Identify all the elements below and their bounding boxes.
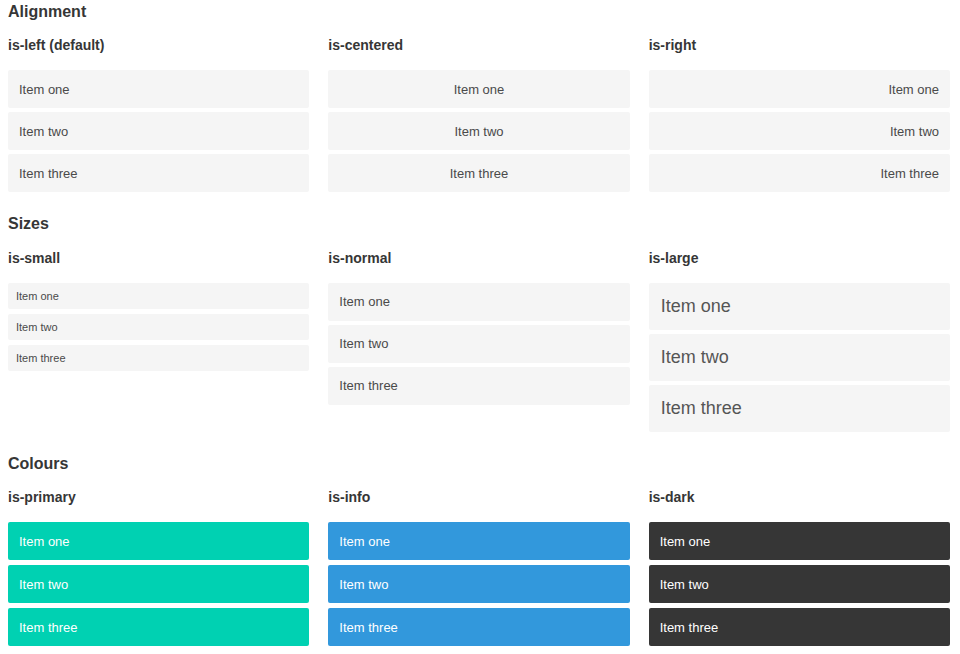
list-item[interactable]: Item two: [8, 314, 309, 340]
list-item[interactable]: Item two: [328, 325, 629, 363]
list-is-dark: Item one Item two Item three: [649, 522, 950, 646]
list-item[interactable]: Item three: [649, 385, 950, 432]
list-item[interactable]: Item two: [649, 565, 950, 603]
list-item[interactable]: Item three: [649, 154, 950, 192]
demo-column-is-small: is-small Item one Item two Item three: [8, 250, 309, 371]
list-item[interactable]: Item one: [8, 70, 309, 108]
list-item[interactable]: Item three: [8, 345, 309, 371]
section-sizes: Sizes is-small Item one Item two Item th…: [8, 215, 950, 431]
list-is-right: Item one Item two Item three: [649, 70, 950, 192]
section-title: Colours: [8, 455, 950, 473]
demo-column-is-dark: is-dark Item one Item two Item three: [649, 489, 950, 646]
column-heading: is-primary: [8, 489, 309, 505]
demo-column-is-left: is-left (default) Item one Item two Item…: [8, 37, 309, 192]
list-item[interactable]: Item two: [8, 565, 309, 603]
column-heading: is-centered: [328, 37, 629, 53]
column-heading: is-large: [649, 250, 950, 266]
section-colours: Colours is-primary Item one Item two Ite…: [8, 455, 950, 646]
list-item[interactable]: Item one: [649, 522, 950, 560]
columns-row: is-left (default) Item one Item two Item…: [8, 37, 950, 192]
section-alignment: Alignment is-left (default) Item one Ite…: [8, 3, 950, 192]
list-item[interactable]: Item one: [328, 70, 629, 108]
list-item[interactable]: Item one: [8, 522, 309, 560]
list-item[interactable]: Item two: [328, 565, 629, 603]
list-item[interactable]: Item one: [328, 522, 629, 560]
list-item[interactable]: Item two: [8, 112, 309, 150]
list-item[interactable]: Item one: [8, 283, 309, 309]
list-item[interactable]: Item three: [328, 367, 629, 405]
list-is-small: Item one Item two Item three: [8, 283, 309, 371]
demo-column-is-centered: is-centered Item one Item two Item three: [328, 37, 629, 192]
column-heading: is-dark: [649, 489, 950, 505]
list-item[interactable]: Item two: [649, 112, 950, 150]
column-heading: is-small: [8, 250, 309, 266]
demo-column-is-normal: is-normal Item one Item two Item three: [328, 250, 629, 405]
column-heading: is-normal: [328, 250, 629, 266]
columns-row: is-primary Item one Item two Item three …: [8, 489, 950, 646]
column-heading: is-right: [649, 37, 950, 53]
column-heading: is-left (default): [8, 37, 309, 53]
list-item[interactable]: Item three: [8, 608, 309, 646]
demo-column-is-large: is-large Item one Item two Item three: [649, 250, 950, 432]
columns-row: is-small Item one Item two Item three is…: [8, 250, 950, 432]
list-item[interactable]: Item two: [328, 112, 629, 150]
component-demo-page: Alignment is-left (default) Item one Ite…: [0, 0, 960, 654]
list-is-centered: Item one Item two Item three: [328, 70, 629, 192]
section-title: Sizes: [8, 215, 950, 233]
column-heading: is-info: [328, 489, 629, 505]
list-is-info: Item one Item two Item three: [328, 522, 629, 646]
list-is-left: Item one Item two Item three: [8, 70, 309, 192]
list-item[interactable]: Item one: [649, 70, 950, 108]
list-item[interactable]: Item three: [328, 154, 629, 192]
list-item[interactable]: Item three: [649, 608, 950, 646]
list-item[interactable]: Item three: [8, 154, 309, 192]
list-item[interactable]: Item one: [328, 283, 629, 321]
demo-column-is-right: is-right Item one Item two Item three: [649, 37, 950, 192]
section-title: Alignment: [8, 3, 950, 21]
list-is-large: Item one Item two Item three: [649, 283, 950, 432]
list-is-normal: Item one Item two Item three: [328, 283, 629, 405]
list-item[interactable]: Item one: [649, 283, 950, 330]
list-item[interactable]: Item two: [649, 334, 950, 381]
demo-column-is-primary: is-primary Item one Item two Item three: [8, 489, 309, 646]
list-is-primary: Item one Item two Item three: [8, 522, 309, 646]
list-item[interactable]: Item three: [328, 608, 629, 646]
demo-column-is-info: is-info Item one Item two Item three: [328, 489, 629, 646]
